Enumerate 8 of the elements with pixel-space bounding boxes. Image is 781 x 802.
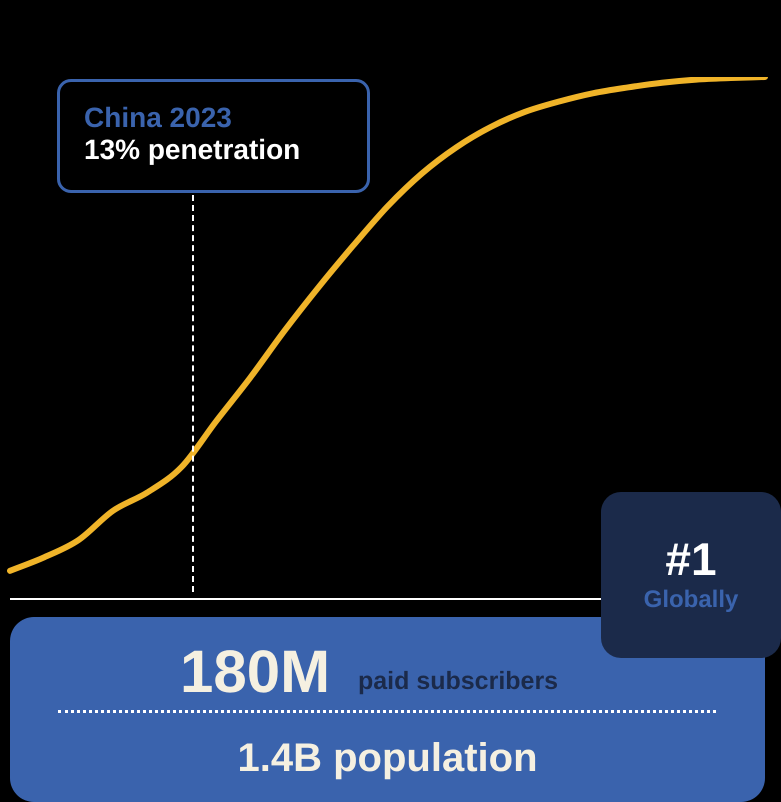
- text: paid subscribers: [358, 667, 558, 695]
- text: 1.4B population: [238, 736, 538, 780]
- annotation: 13% penetration: [84, 134, 300, 165]
- annotation: China 2023: [84, 102, 232, 133]
- text: 180M: [180, 638, 330, 705]
- callout-box: China 2023 13% penetration: [57, 79, 370, 193]
- annotation: Globally: [644, 586, 738, 613]
- annotation: #1: [665, 533, 717, 585]
